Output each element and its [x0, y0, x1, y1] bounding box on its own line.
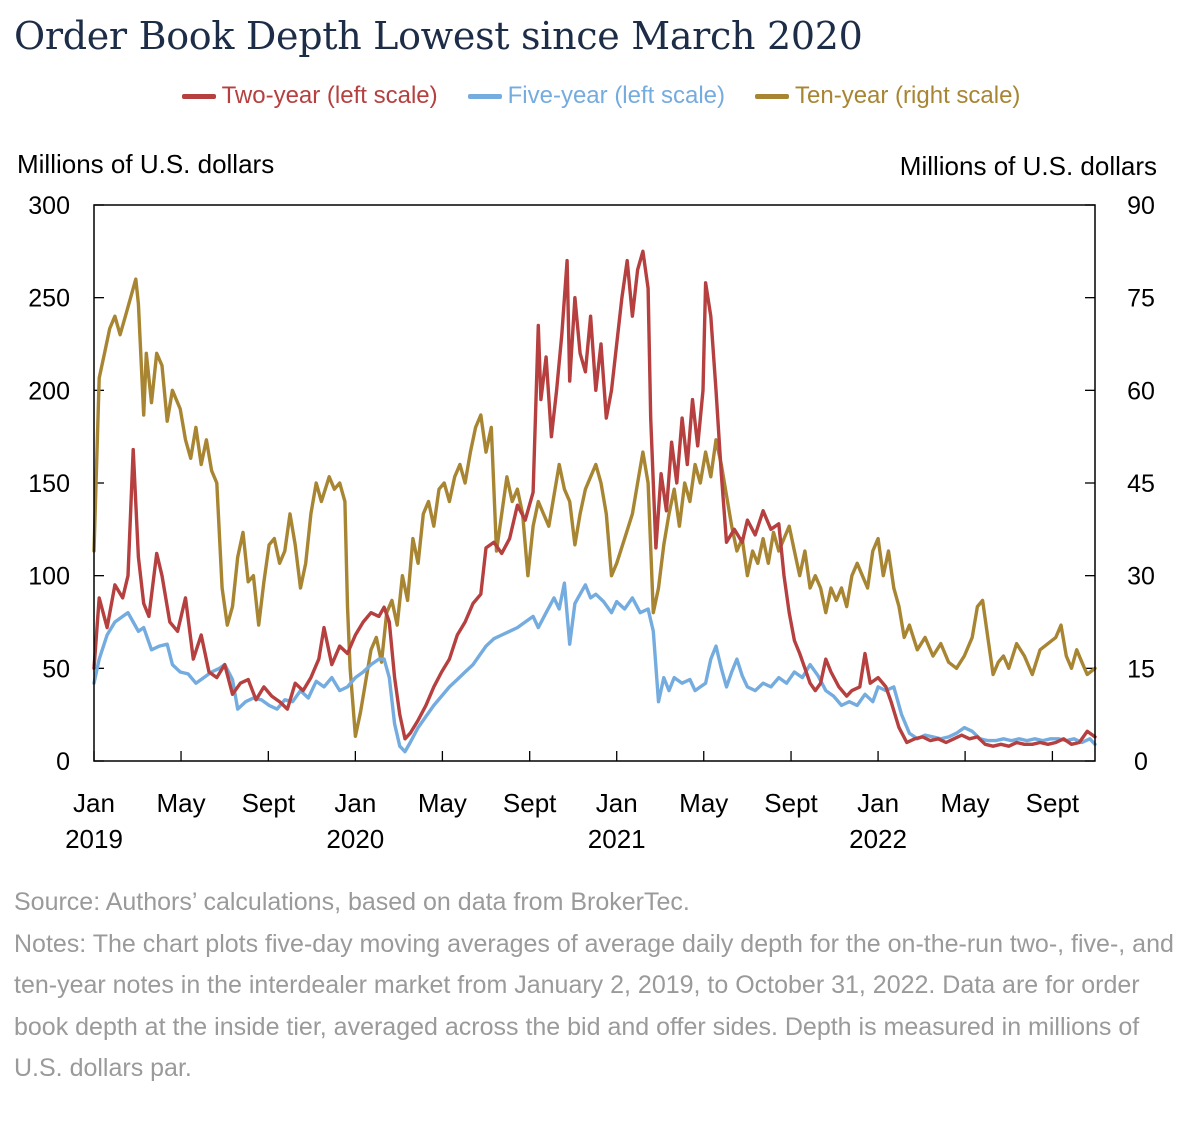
x-tick-year-label: 2021 [588, 824, 646, 854]
left-tick-label: 100 [28, 563, 70, 591]
tick-labels: 0 50 100 150 200 250 300 0 15 30 45 60 75 90 Jan 2019 Ma… [28, 192, 1155, 854]
left-tick-label: 50 [42, 655, 70, 683]
x-tick-label: May [941, 788, 990, 818]
right-tick-label: 60 [1127, 377, 1155, 405]
chart-notes: Source: Authors’ calculations, based on … [14, 882, 1174, 1090]
legend-swatch-ten-year [755, 93, 790, 99]
legend-swatch-five-year [467, 93, 502, 99]
plot-frame [93, 204, 1096, 762]
left-tick-label: 300 [28, 192, 70, 220]
left-tick-label: 150 [28, 470, 70, 498]
right-tick-label: 30 [1127, 563, 1155, 591]
series-line-five-year [92, 581, 1097, 754]
right-tick-label: 75 [1127, 285, 1155, 313]
legend-label-ten-year: Ten-year (right scale) [795, 82, 1021, 109]
legend-item-five-year: Five-year (left scale) [467, 82, 726, 110]
left-tick-label: 0 [56, 748, 70, 776]
x-tick-label: Jan [334, 788, 376, 818]
x-tick-label: Sept [1026, 788, 1080, 818]
legend-item-two-year: Two-year (left scale) [181, 82, 438, 110]
notes-text: Notes: The chart plots five-day moving a… [14, 929, 1174, 1083]
left-tick-label: 250 [28, 285, 70, 313]
source-note: Source: Authors’ calculations, based on … [14, 888, 690, 916]
x-tick-label: May [679, 788, 728, 818]
chart-legend: Two-year (left scale) Five-year (left sc… [0, 82, 1202, 110]
x-tick-label: Jan [73, 788, 115, 818]
x-tick-year-label: 2020 [326, 824, 384, 854]
axis-ticks [93, 204, 1095, 762]
series-line-two-year [92, 249, 1097, 748]
legend-item-ten-year: Ten-year (right scale) [755, 82, 1020, 110]
x-tick-label: Jan [596, 788, 638, 818]
x-tick-label: Jan [857, 788, 899, 818]
chart-title: Order Book Depth Lowest since March 2020 [14, 14, 863, 58]
right-tick-label: 0 [1134, 748, 1148, 776]
right-axis-label: Millions of U.S. dollars [900, 151, 1157, 181]
legend-label-five-year: Five-year (left scale) [507, 82, 726, 109]
series-line-ten-year [92, 277, 1097, 738]
right-tick-label: 15 [1127, 655, 1155, 683]
x-tick-label: May [418, 788, 467, 818]
left-tick-label: 200 [28, 377, 70, 405]
x-tick-year-label: 2019 [65, 824, 123, 854]
x-tick-label: May [156, 788, 205, 818]
left-axis-label: Millions of U.S. dollars [17, 149, 274, 179]
x-tick-label: Sept [242, 788, 296, 818]
x-tick-year-label: 2022 [849, 824, 907, 854]
right-tick-label: 45 [1127, 470, 1155, 498]
x-tick-label: Sept [503, 788, 557, 818]
line-chart: Millions of U.S. dollars Millions of U.S… [17, 149, 1157, 854]
series-lines [92, 249, 1097, 754]
legend-label-two-year: Two-year (left scale) [221, 82, 438, 109]
x-tick-label: Sept [764, 788, 818, 818]
right-tick-label: 90 [1127, 192, 1155, 220]
legend-swatch-two-year [181, 93, 216, 99]
